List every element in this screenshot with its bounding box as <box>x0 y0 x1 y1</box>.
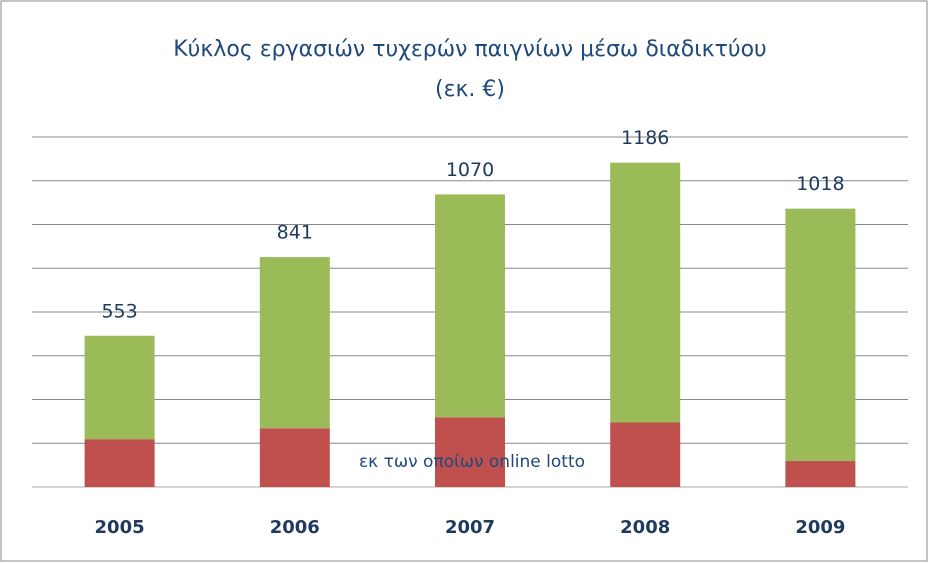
data-label: 1070 <box>446 159 494 181</box>
bar-segment <box>610 162 681 423</box>
bar-segment <box>785 208 856 462</box>
bar-segment <box>84 439 155 487</box>
data-label: 841 <box>277 222 313 244</box>
bar-segment <box>435 417 505 487</box>
series-annotation: εκ των οποίων online lotto <box>359 452 585 472</box>
bar-segment <box>259 428 330 487</box>
x-tick-label: 2006 <box>270 517 320 538</box>
chart-title: Κύκλος εργασιών τυχερών παιγνίων μέσω δι… <box>173 37 767 62</box>
data-label: 1186 <box>621 127 669 149</box>
bar-segment <box>259 257 330 429</box>
bar-segment <box>435 194 505 418</box>
bar-segment <box>785 461 856 487</box>
x-tick-label: 2008 <box>620 517 670 538</box>
data-label: 553 <box>101 300 137 322</box>
x-tick-label: 2007 <box>445 517 495 538</box>
x-tick-label: 2009 <box>795 517 845 538</box>
chart-title: (εκ. €) <box>435 77 505 102</box>
x-tick-label: 2005 <box>95 517 145 538</box>
bar-segment <box>610 422 681 487</box>
bar-segment <box>84 335 155 440</box>
data-label: 1018 <box>796 173 844 195</box>
